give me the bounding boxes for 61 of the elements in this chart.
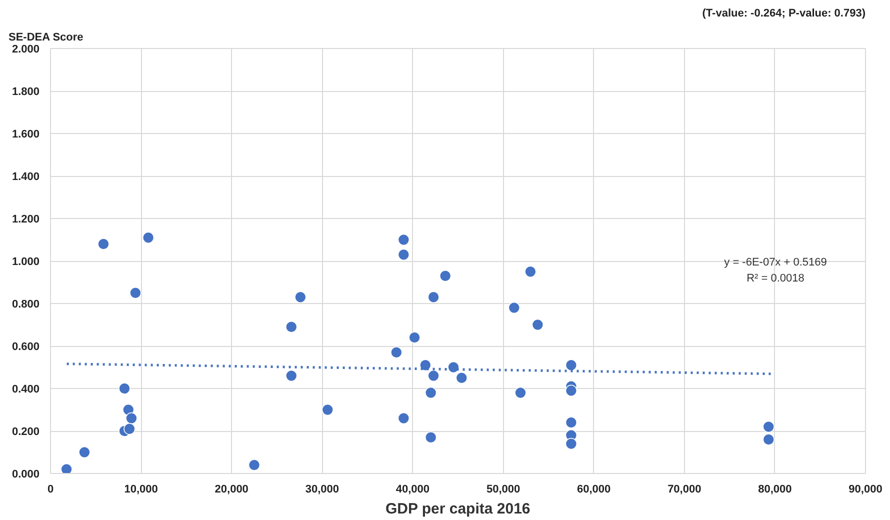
point — [248, 459, 260, 471]
point — [428, 291, 440, 304]
point — [565, 438, 578, 450]
x-tick-label: 30,000 — [305, 484, 339, 496]
point — [142, 232, 154, 244]
point — [428, 370, 440, 382]
point — [424, 386, 437, 399]
x-tick-label: 40,000 — [396, 484, 430, 496]
x-tick-label: 50,000 — [486, 484, 520, 496]
y-tick-label: 0.400 — [12, 384, 40, 396]
point — [130, 286, 142, 299]
x-tick-label: 60,000 — [577, 484, 611, 496]
y-axis-title: SE-DEA Score — [8, 32, 84, 44]
text: (T-value: -0.264; P-value: 0.793) — [702, 8, 866, 20]
point — [285, 320, 298, 333]
y-tick-label: 2.000 — [12, 44, 40, 56]
point — [390, 346, 402, 358]
y-tick-label: 0.600 — [12, 341, 40, 353]
y-tick-label: 0.200 — [12, 426, 40, 438]
y-tick-label: 1.000 — [12, 256, 40, 268]
y-tick-label: 0.000 — [12, 468, 40, 480]
point — [398, 234, 410, 246]
point — [398, 248, 410, 261]
point — [285, 370, 298, 382]
point — [565, 416, 578, 428]
point — [420, 359, 432, 372]
point — [762, 434, 775, 446]
point — [322, 404, 334, 416]
y-tick-label: 1.600 — [12, 128, 40, 140]
point — [424, 431, 437, 444]
point — [118, 382, 130, 394]
point — [565, 359, 578, 372]
point — [439, 270, 452, 282]
point — [762, 420, 775, 433]
point — [565, 384, 578, 397]
point — [514, 386, 526, 399]
x-tick-label: 10,000 — [124, 484, 158, 496]
point — [508, 302, 520, 314]
point — [126, 412, 138, 424]
point — [532, 318, 544, 331]
point — [524, 266, 536, 278]
x-tick-label: 70,000 — [668, 484, 702, 496]
y-tick-label: 1.800 — [12, 86, 40, 98]
y-tick-label: 0.800 — [12, 298, 40, 310]
x-tick-label: 90,000 — [848, 484, 882, 496]
point — [78, 446, 90, 458]
point — [98, 238, 110, 250]
annotation: y = -6E-07x + 0.5169 R² = 0.0018 — [724, 256, 827, 284]
x-tick-label: 0 — [47, 484, 54, 496]
point — [408, 332, 420, 344]
y-tick-label: 1.400 — [12, 171, 40, 183]
point — [448, 361, 460, 374]
point — [456, 372, 468, 384]
x-axis-title: GDP per capita 2016 — [385, 500, 530, 518]
x-tick-label: 80,000 — [758, 484, 792, 496]
x-tick-label: 20,000 — [214, 484, 248, 496]
point — [398, 412, 410, 424]
point — [60, 463, 72, 474]
y-tick-label: 1.200 — [12, 214, 40, 226]
point — [294, 291, 306, 304]
point — [124, 422, 136, 435]
